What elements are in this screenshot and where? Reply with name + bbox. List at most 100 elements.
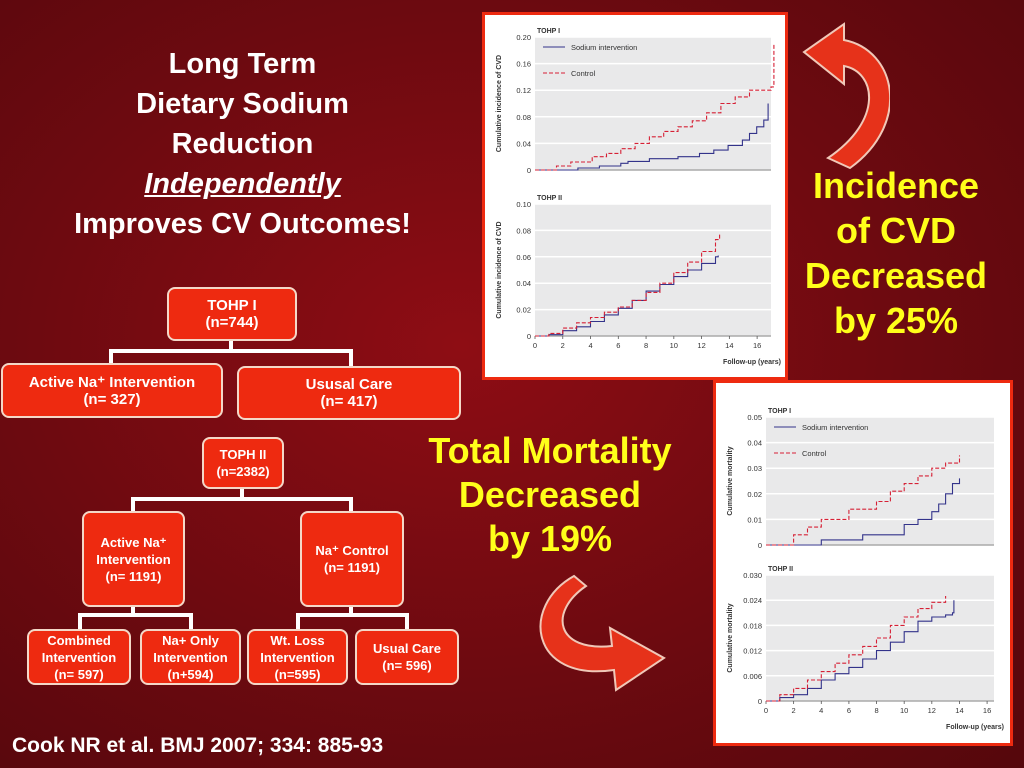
node-label: Active Na⁺ <box>100 534 167 550</box>
curved-arrow-icon <box>802 22 890 170</box>
tree-connector <box>296 613 300 631</box>
x-tick-label: 0 <box>764 706 768 715</box>
panel-title: TOHP I <box>537 28 560 35</box>
tohp2-active-intervention-node: Active Na⁺ Intervention (n= 1191) <box>82 511 185 607</box>
control-series-line <box>766 455 961 546</box>
y-tick-label: 0.06 <box>516 253 531 262</box>
y-tick-label: 0.024 <box>743 596 762 605</box>
y-tick-label: 0.030 <box>743 571 762 580</box>
x-tick-label: 2 <box>561 341 565 350</box>
tree-connector <box>189 613 193 631</box>
mortality-chart-frame: 0 0.01 0.02 0.03 0.04 0.05 TOHP I Cumulative mo… <box>713 380 1013 746</box>
node-label: (n= 1191) <box>105 568 162 584</box>
node-label: Intervention <box>96 551 171 567</box>
sodium-only-intervention-node: Na+ Only Intervention (n+594) <box>140 629 241 685</box>
title-line: Dietary Sodium <box>136 88 349 120</box>
node-label: Active Na⁺ Intervention <box>28 373 196 391</box>
node-label: (n=2382) <box>216 464 270 479</box>
y-tick-label: 0.03 <box>747 464 762 473</box>
callout-line: Incidence <box>812 165 980 206</box>
tree-connector <box>240 486 244 500</box>
x-axis-label: Follow-up (years) <box>946 724 1004 731</box>
y-tick-label: 0.04 <box>747 439 762 448</box>
tree-connector <box>78 613 193 617</box>
y-tick-label: 0.10 <box>516 200 531 209</box>
tree-connector <box>229 339 233 352</box>
title-emphasis: Independently <box>144 168 341 200</box>
chart-panel: 0 0.006 0.012 0.018 0.024 0.030 0 2 4 6 8 10 12 14 16 T… <box>727 566 1004 731</box>
x-tick-label: 0 <box>533 341 537 350</box>
cvd-callout: Incidence of CVD Decreased by 25% <box>786 163 1006 343</box>
chart-panel: 0 0.04 0.08 0.12 0.16 0.20 TOHP I Cumulative in… <box>496 28 775 175</box>
tohp1-root-node: TOHP I (n=744) <box>167 287 297 341</box>
x-tick-label: 10 <box>900 706 908 715</box>
node-label: TOPH II <box>219 447 267 462</box>
cvd-chart-frame: 0 0.04 0.08 0.12 0.16 0.20 TOHP I Cumulative in… <box>482 12 788 380</box>
legend-label: Control <box>571 69 596 78</box>
node-label: (n= 417) <box>320 393 378 410</box>
panel-title: TOHP I <box>768 408 791 415</box>
tree-connector <box>109 349 113 365</box>
node-label: (n= 1191) <box>323 560 380 575</box>
panel-title: TOHP II <box>768 566 793 573</box>
tree-connector <box>109 349 353 353</box>
control-series-line <box>535 233 721 337</box>
x-tick-label: 4 <box>588 341 592 350</box>
weight-loss-intervention-node: Wt. Loss Intervention (n=595) <box>247 629 348 685</box>
node-label: Na⁺ Control <box>315 543 389 558</box>
y-axis-label: Cumulative incidence of CVD <box>496 221 503 318</box>
x-tick-label: 8 <box>874 706 878 715</box>
callout-line: by 19% <box>487 518 613 559</box>
x-tick-label: 6 <box>616 341 620 350</box>
intervention-series-line <box>535 103 769 171</box>
tree-connector <box>131 497 353 501</box>
y-tick-label: 0.08 <box>516 226 531 235</box>
control-series-line <box>535 43 775 171</box>
x-tick-label: 14 <box>955 706 963 715</box>
y-tick-label: 0.05 <box>747 413 762 422</box>
node-label: Usual Care <box>373 641 441 656</box>
plot-area <box>535 37 771 170</box>
y-tick-label: 0.08 <box>516 113 531 122</box>
x-tick-label: 16 <box>983 706 991 715</box>
title-line: Reduction <box>171 128 314 160</box>
y-axis-label: Cumulative mortality <box>727 446 734 515</box>
y-tick-label: 0 <box>758 697 762 706</box>
y-tick-label: 0 <box>527 332 531 341</box>
node-label: TOHP I <box>207 297 257 314</box>
node-label: Wt. Loss <box>270 632 325 648</box>
node-label: Combined <box>47 632 111 648</box>
legend-label: Control <box>802 449 827 458</box>
tree-connector <box>349 604 353 616</box>
callout-line: of CVD <box>836 210 956 251</box>
x-tick-label: 12 <box>697 341 705 350</box>
node-label: (n+594) <box>167 666 214 682</box>
y-tick-label: 0.01 <box>747 515 762 524</box>
y-tick-label: 0.04 <box>516 139 531 148</box>
control-series-line <box>766 596 947 702</box>
tree-connector <box>78 613 82 631</box>
x-tick-label: 8 <box>644 341 648 350</box>
x-tick-label: 16 <box>753 341 761 350</box>
y-axis-label: Cumulative mortality <box>727 603 734 672</box>
combined-intervention-node: Combined Intervention (n= 597) <box>27 629 131 685</box>
tohp2-control-node: Na⁺ Control (n= 1191) <box>300 511 404 607</box>
mortality-charts: 0 0.01 0.02 0.03 0.04 0.05 TOHP I Cumulative mo… <box>727 408 1004 731</box>
y-tick-label: 0.006 <box>743 672 762 681</box>
y-tick-label: 0.02 <box>747 490 762 499</box>
y-tick-label: 0 <box>758 541 762 550</box>
y-tick-label: 0.16 <box>516 60 531 69</box>
tree-connector <box>405 613 409 631</box>
usual-care-node: Usual Care (n= 596) <box>355 629 459 685</box>
callout-line: Decreased <box>458 474 642 515</box>
x-tick-label: 6 <box>847 706 851 715</box>
node-label: Na+ Only <box>162 632 219 648</box>
x-tick-label: 10 <box>670 341 678 350</box>
x-tick-label: 12 <box>928 706 936 715</box>
x-tick-label: 14 <box>725 341 733 350</box>
tree-connector <box>131 604 135 616</box>
tree-connector <box>349 349 353 367</box>
tohp2-root-node: TOPH II (n=2382) <box>202 437 284 489</box>
y-tick-label: 0.012 <box>743 647 762 656</box>
tree-connector <box>296 613 409 617</box>
